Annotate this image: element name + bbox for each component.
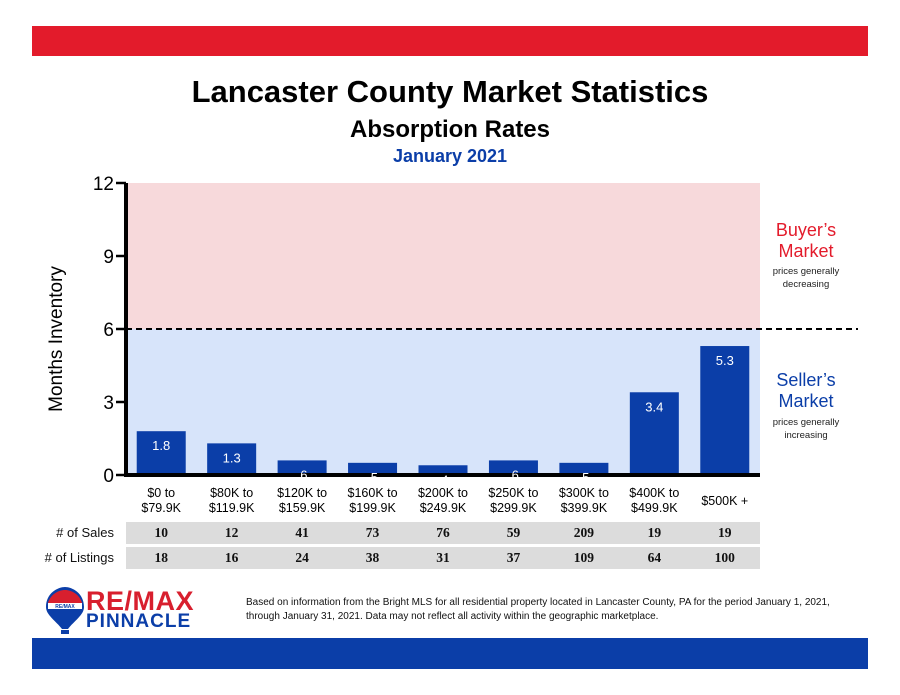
x-tick-label: $249.9K (420, 501, 467, 515)
listings-cell: 100 (714, 550, 735, 565)
buyer-zone (126, 183, 760, 329)
bar (629, 392, 679, 473)
y-tick-label: 12 (93, 174, 114, 195)
data-source-note: Based on information from the Bright MLS… (246, 597, 830, 622)
y-tick-label: 0 (103, 466, 114, 487)
x-tick-label: $199.9K (349, 501, 396, 515)
balloon-icon (46, 587, 84, 634)
bar-value-label: 3.4 (645, 399, 663, 414)
logo-office: PINNACLE (86, 611, 192, 632)
logo-brand: RE/MAX (86, 586, 195, 616)
x-tick-label: $80K to (210, 486, 253, 500)
seller-title-line1: Seller’s (776, 370, 836, 390)
buyer-title-line2: Market (778, 241, 834, 261)
y-tick-label: 9 (103, 247, 114, 268)
sales-cell: 12 (224, 525, 239, 540)
listings-cell: 64 (647, 550, 662, 565)
bar (348, 462, 398, 473)
chart-period: January 2021 (392, 146, 508, 166)
seller-note-line2: increasing (784, 430, 828, 441)
bar (277, 460, 327, 473)
listings-cell: 16 (224, 550, 239, 565)
bar (207, 443, 257, 473)
sales-cell: 209 (573, 525, 594, 540)
x-tick-label: $159.9K (279, 501, 326, 515)
sales-row-label: # of Sales (56, 525, 114, 540)
listings-cell: 37 (506, 550, 521, 565)
seller-market-note: prices generally increasing (746, 416, 866, 442)
x-tick-label: $500K + (701, 494, 748, 508)
listings-cell: 24 (295, 550, 309, 565)
bar-value-label: .6 (297, 467, 308, 482)
x-tick-label: $400K to (629, 486, 679, 500)
buyer-title-line1: Buyer’s (775, 220, 837, 240)
y-tick-label: 3 (103, 393, 114, 414)
bar (136, 431, 186, 473)
bar (700, 346, 750, 473)
bar-value-label: 1.3 (223, 450, 241, 465)
sales-cell: 73 (365, 525, 380, 540)
buyer-note-line2: decreasing (782, 279, 830, 290)
listings-cell: 31 (436, 550, 450, 565)
listings-cell: 38 (365, 550, 380, 565)
listings-row-background (126, 547, 760, 569)
bar-value-label: .5 (578, 470, 589, 485)
x-tick-label: $160K to (348, 486, 398, 500)
x-tick-label: $499.9K (631, 501, 678, 515)
x-tick-label: $119.9K (209, 501, 255, 515)
x-tick-label: $200K to (418, 486, 468, 500)
x-tick-label: $299.9K (490, 501, 537, 515)
seller-title-line2: Market (778, 391, 834, 411)
seller-note-line1: prices generally (772, 417, 840, 428)
x-tick-label: $120K to (277, 486, 327, 500)
listings-cell: 18 (154, 550, 168, 565)
bar-value-label: .5 (367, 470, 378, 485)
y-axis-label: Months Inventory (46, 266, 67, 412)
sales-cell: 10 (154, 525, 168, 540)
bar-value-label: 5.3 (716, 353, 734, 368)
sales-cell: 19 (718, 525, 732, 540)
bar-value-label: 1.8 (152, 438, 170, 453)
x-tick-label: $0 to (147, 486, 175, 500)
bar (488, 460, 538, 473)
bar (418, 465, 468, 473)
chart-subtitle: Absorption Rates (349, 116, 550, 143)
bar (559, 462, 609, 473)
sales-cell: 41 (295, 525, 309, 540)
sales-cell: 76 (436, 525, 450, 540)
bar-value-label: .4 (438, 472, 449, 487)
x-tick-label: $300K to (559, 486, 609, 500)
x-tick-label: $250K to (488, 486, 538, 500)
sales-cell: 19 (647, 525, 662, 540)
x-tick-label: $79.9K (141, 501, 181, 515)
x-tick-label: $399.9K (561, 501, 608, 515)
top-red-band (32, 26, 868, 56)
bottom-blue-band (32, 638, 868, 669)
buyer-note-line1: prices generally (772, 266, 840, 277)
listings-cell: 109 (573, 550, 594, 565)
bar-value-label: .6 (508, 467, 519, 482)
remax-logo: RE/MAX (46, 587, 84, 634)
listings-row-label: # of Listings (44, 550, 114, 565)
seller-market-title: Seller’s Market (746, 370, 866, 412)
page-title: Lancaster County Market Statistics (191, 74, 709, 109)
sales-row-background (126, 522, 760, 544)
sales-cell: 59 (506, 525, 521, 540)
buyer-market-note: prices generally decreasing (746, 265, 866, 291)
y-tick-label: 6 (103, 320, 114, 341)
balloon-text: RE/MAX (55, 604, 75, 610)
buyer-market-title: Buyer’s Market (746, 220, 866, 262)
